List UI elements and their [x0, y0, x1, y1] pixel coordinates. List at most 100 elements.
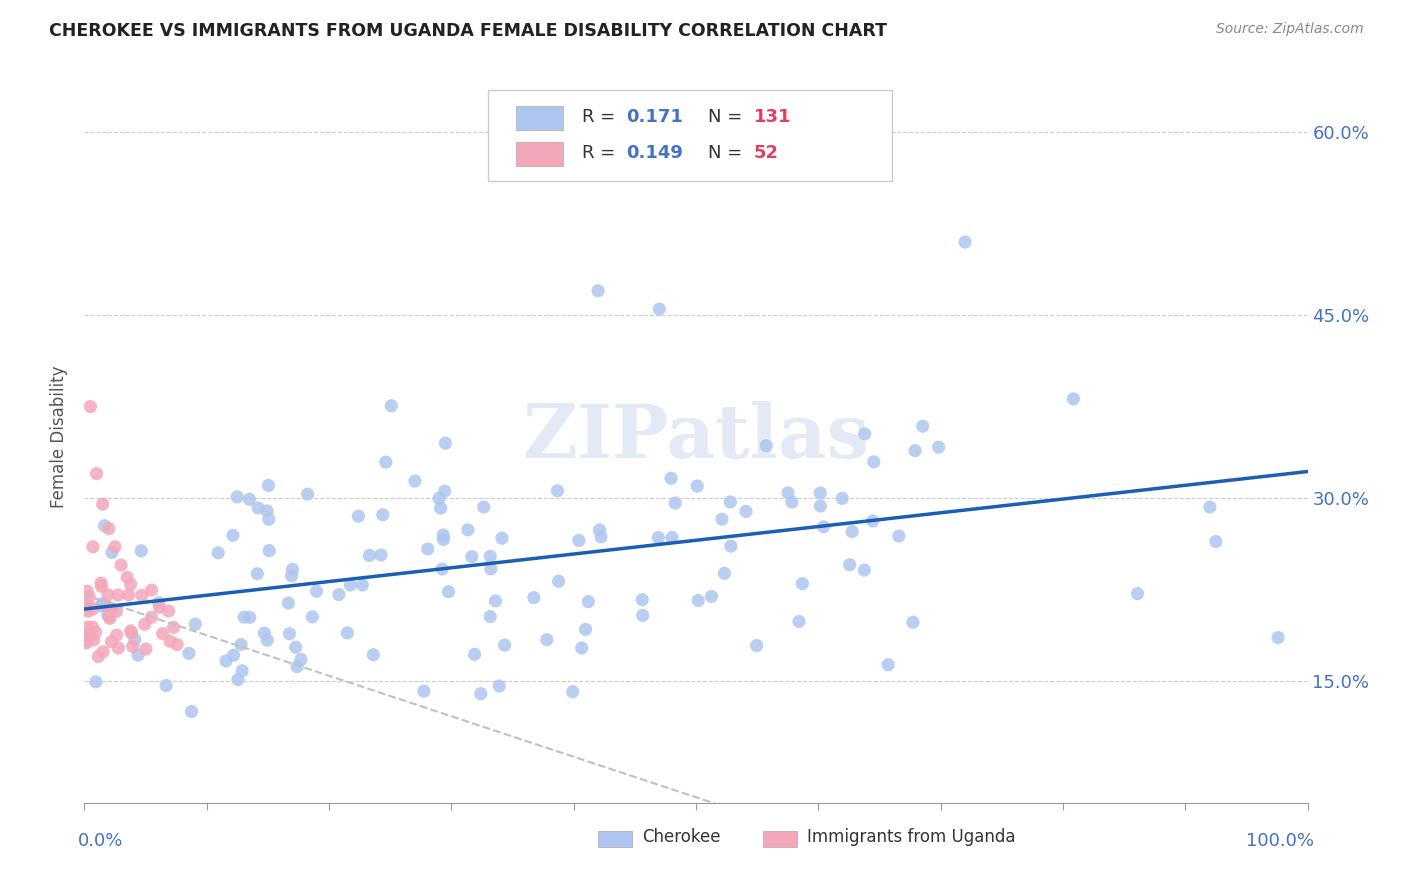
- Point: [256, 504, 278, 518]
- Point: [134, 617, 156, 632]
- FancyBboxPatch shape: [488, 90, 891, 181]
- Point: [76, 584, 98, 599]
- Point: [290, 652, 312, 666]
- Point: [166, 638, 188, 652]
- Point: [76, 599, 98, 613]
- Point: [536, 632, 558, 647]
- Point: [121, 640, 143, 654]
- Point: [105, 604, 128, 618]
- Text: 0.171: 0.171: [626, 108, 683, 126]
- Point: [574, 623, 596, 637]
- Point: [631, 608, 654, 623]
- Point: [1126, 587, 1149, 601]
- Point: [547, 574, 569, 589]
- Point: [75, 628, 97, 642]
- Point: [97, 607, 120, 622]
- Point: [162, 620, 184, 634]
- Point: [904, 443, 927, 458]
- Point: [911, 419, 934, 434]
- Point: [257, 478, 280, 492]
- Point: [928, 440, 950, 454]
- Point: [226, 490, 249, 504]
- Point: [82, 620, 104, 634]
- Point: [810, 499, 832, 513]
- Point: [77, 604, 100, 618]
- Point: [792, 576, 814, 591]
- Point: [472, 500, 495, 514]
- Text: N =: N =: [709, 145, 748, 162]
- Point: [98, 611, 121, 625]
- Point: [546, 483, 568, 498]
- Point: [412, 684, 434, 698]
- Point: [877, 657, 900, 672]
- Point: [429, 501, 451, 516]
- Point: [226, 673, 249, 687]
- Point: [370, 548, 392, 562]
- Point: [278, 626, 301, 640]
- Point: [115, 570, 138, 584]
- Point: [107, 588, 129, 602]
- Point: [152, 626, 174, 640]
- Point: [141, 583, 163, 598]
- Point: [780, 495, 803, 509]
- Point: [434, 436, 457, 450]
- Point: [184, 617, 207, 632]
- Point: [82, 601, 104, 615]
- Point: [86, 467, 108, 481]
- Point: [631, 592, 654, 607]
- Point: [253, 626, 276, 640]
- Point: [648, 301, 671, 316]
- Point: [416, 541, 439, 556]
- Point: [75, 628, 97, 642]
- Point: [177, 646, 200, 660]
- Point: [284, 640, 307, 655]
- Point: [841, 524, 863, 539]
- Point: [247, 500, 270, 515]
- Point: [588, 523, 610, 537]
- Point: [238, 492, 260, 507]
- Point: [222, 648, 245, 663]
- Point: [231, 664, 253, 678]
- Point: [120, 577, 142, 591]
- Text: 100.0%: 100.0%: [1246, 832, 1313, 850]
- Point: [901, 615, 924, 630]
- Point: [101, 545, 124, 559]
- Point: [887, 529, 910, 543]
- Point: [207, 546, 229, 560]
- Point: [488, 679, 510, 693]
- Point: [257, 543, 280, 558]
- Text: 0.0%: 0.0%: [79, 832, 124, 850]
- FancyBboxPatch shape: [516, 143, 562, 167]
- Point: [97, 588, 120, 602]
- Point: [776, 486, 799, 500]
- Point: [98, 609, 121, 624]
- Text: R =: R =: [582, 108, 621, 126]
- Point: [831, 491, 853, 506]
- Point: [79, 629, 101, 643]
- Point: [148, 596, 170, 610]
- Point: [432, 533, 454, 547]
- Point: [328, 588, 350, 602]
- Point: [91, 599, 114, 613]
- Point: [229, 638, 252, 652]
- Point: [745, 639, 768, 653]
- Point: [84, 674, 107, 689]
- Point: [180, 705, 202, 719]
- Point: [157, 604, 180, 618]
- FancyBboxPatch shape: [598, 830, 633, 847]
- Point: [93, 518, 115, 533]
- Point: [1199, 500, 1222, 514]
- Text: Source: ZipAtlas.com: Source: ZipAtlas.com: [1216, 22, 1364, 37]
- Point: [97, 521, 120, 535]
- Point: [90, 576, 112, 591]
- Point: [404, 474, 426, 488]
- Point: [105, 628, 128, 642]
- Point: [576, 594, 599, 608]
- Point: [277, 596, 299, 610]
- Point: [718, 495, 741, 509]
- Point: [688, 593, 710, 607]
- Point: [239, 610, 262, 624]
- Point: [127, 648, 149, 662]
- Point: [427, 491, 450, 506]
- Text: Immigrants from Uganda: Immigrants from Uganda: [807, 828, 1015, 847]
